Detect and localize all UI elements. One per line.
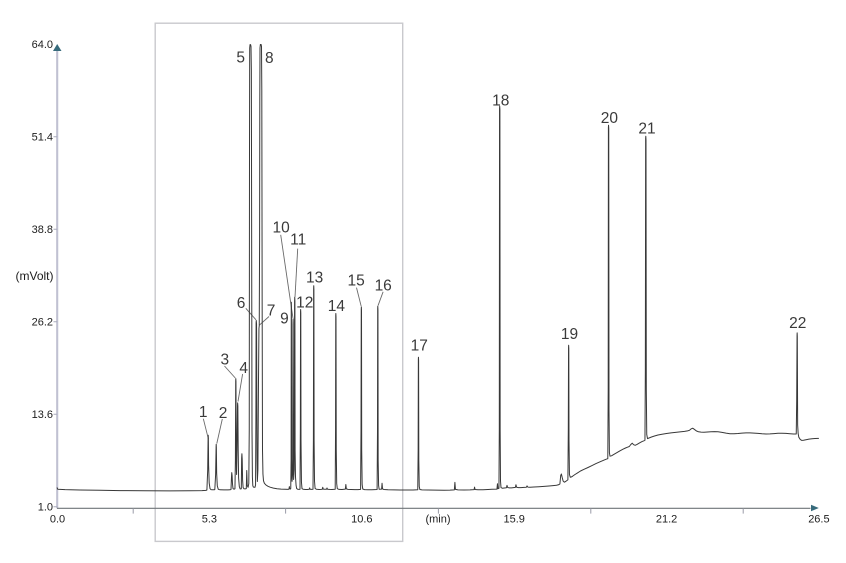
svg-text:5: 5 (236, 50, 245, 67)
svg-text:15.9: 15.9 (503, 513, 524, 525)
svg-text:13.6: 13.6 (32, 409, 53, 421)
svg-text:18: 18 (492, 93, 509, 110)
svg-text:(min): (min) (425, 513, 450, 525)
svg-text:21.2: 21.2 (656, 513, 677, 525)
svg-text:4: 4 (239, 360, 248, 377)
svg-text:1: 1 (199, 404, 208, 421)
svg-text:7: 7 (267, 302, 276, 319)
svg-text:2: 2 (219, 405, 228, 422)
svg-text:26.5: 26.5 (808, 513, 829, 525)
svg-text:8: 8 (265, 50, 274, 67)
svg-text:12: 12 (296, 294, 313, 311)
svg-text:3: 3 (220, 351, 229, 368)
svg-text:22: 22 (789, 315, 806, 332)
svg-text:5.3: 5.3 (202, 513, 217, 525)
svg-text:10.6: 10.6 (351, 513, 372, 525)
svg-text:15: 15 (347, 273, 364, 290)
svg-text:17: 17 (411, 337, 428, 354)
svg-text:26.2: 26.2 (32, 317, 53, 329)
svg-text:0.0: 0.0 (50, 513, 65, 525)
svg-text:13: 13 (306, 270, 323, 287)
svg-text:16: 16 (375, 278, 392, 295)
svg-text:9: 9 (280, 310, 289, 327)
svg-text:38.8: 38.8 (32, 224, 53, 236)
svg-text:(mVolt): (mVolt) (15, 269, 53, 283)
svg-text:10: 10 (272, 220, 290, 237)
svg-text:6: 6 (237, 295, 246, 312)
svg-text:51.4: 51.4 (32, 132, 53, 144)
svg-text:11: 11 (290, 232, 306, 249)
svg-text:64.0: 64.0 (32, 39, 53, 51)
svg-text:21: 21 (638, 121, 655, 138)
svg-text:14: 14 (328, 298, 346, 315)
svg-text:20: 20 (601, 110, 619, 127)
svg-text:19: 19 (561, 326, 578, 343)
svg-text:1.0: 1.0 (38, 502, 53, 514)
